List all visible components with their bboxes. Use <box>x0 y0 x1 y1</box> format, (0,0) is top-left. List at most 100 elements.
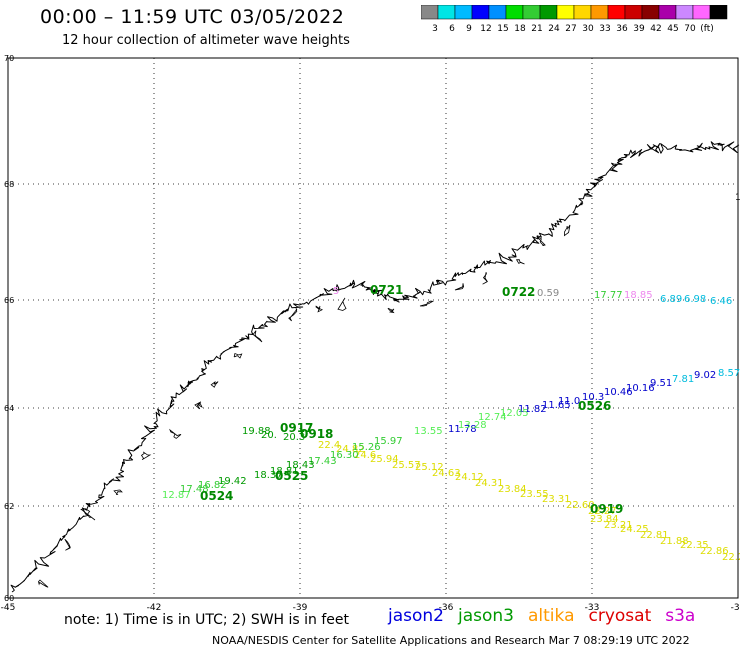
wave-height-label: 25.12 <box>415 462 444 473</box>
lat-tick-label: 66 <box>4 296 14 305</box>
colorbar-label: 15 <box>497 24 508 34</box>
colorbar-label: 42 <box>650 24 661 34</box>
coastline-path <box>10 141 740 593</box>
wave-height-label: 11.78 <box>448 424 477 435</box>
wave-height-colorbar: 3 6 9 12 15 18 21 24 27 30 33 36 39 42 45 70 (ft) <box>421 5 728 34</box>
wave-height-label: 17.43 <box>308 456 337 467</box>
wave-height-label: 8.57 <box>718 368 740 379</box>
greenland-coastline <box>10 141 740 593</box>
wave-height-label: 10.3 <box>582 392 604 403</box>
wave-height-label: 24.25 <box>620 524 649 535</box>
units-note: note: 1) Time is in UTC; 2) SWH is in fe… <box>64 612 350 628</box>
wave-height-label: 25.94 <box>370 454 399 465</box>
wave-height-label: 23.21 <box>604 520 633 531</box>
wave-height-label: 24.31 <box>475 478 504 489</box>
wave-height-label: 22.86 <box>700 546 729 557</box>
wave-height-label: 6.98 <box>684 294 706 305</box>
legend-cryosat: cryosat <box>588 606 652 626</box>
colorbar-label: 30 <box>582 24 594 34</box>
colorbar-label: 12 <box>480 24 491 34</box>
wave-height-label: 23.84 <box>498 484 527 495</box>
island-outline <box>64 538 71 551</box>
wave-height-label: 23.55 <box>520 489 549 500</box>
wave-height-label: 20.3 <box>283 432 305 443</box>
wave-height-label: 11.82 <box>518 404 547 415</box>
island-outline <box>563 224 571 237</box>
footer-credit: NOAA/NESDIS Center for Satellite Applica… <box>212 634 690 647</box>
track-time-label: 0525 <box>275 469 308 483</box>
island-outline <box>251 330 263 343</box>
wave-height-label: 6.46 <box>710 296 732 307</box>
wave-height-label: 12.87 <box>162 490 191 501</box>
wave-height-label: 19.88 <box>242 426 271 437</box>
wave-height-label: 24.63 <box>432 468 461 479</box>
lon-tick-label: -30 <box>731 603 740 613</box>
wave-height-label: 19.42 <box>218 476 247 487</box>
wave-height-label: 16.30 <box>330 450 359 461</box>
colorbar-label: 9 <box>466 24 472 34</box>
island-outline <box>515 259 525 265</box>
wave-height-label: 22.35 <box>680 540 709 551</box>
wave-height-label: 24.6 <box>354 450 376 461</box>
legend-altika: altika <box>528 606 575 626</box>
island-outline <box>387 307 395 314</box>
island-outline <box>169 428 182 439</box>
colorbar-label: 70 <box>684 24 696 34</box>
lat-tick-label: 64 <box>4 404 14 413</box>
wave-height-label: 18.37 <box>254 470 283 481</box>
wave-height-label: 17.48 <box>180 484 209 495</box>
colorbar-label: 33 <box>599 24 610 34</box>
wave-height-label: 7.81 <box>672 374 694 385</box>
wave-height-label: 18.43 <box>286 460 315 471</box>
island-outline <box>482 272 488 285</box>
island-outline <box>233 352 243 359</box>
wave-height-label: 23.84 <box>590 514 619 525</box>
wave-height-label: 12.74 <box>478 412 507 423</box>
lat-tick-label: 60 <box>4 594 14 603</box>
track-time-label: 0721 <box>370 283 403 297</box>
island-outline <box>288 308 298 322</box>
legend-jason2: jason2 <box>388 606 444 626</box>
lat-tick-label: 70 <box>4 54 14 63</box>
wave-height-label: 9.51 <box>650 378 672 389</box>
wave-height-label: 11.0 <box>558 396 580 407</box>
wave-height-label: 10.16 <box>626 383 655 394</box>
colorbar-swatch <box>709 5 728 20</box>
colorbar-label: 18 <box>514 24 526 34</box>
colorbar-label: 39 <box>633 24 645 34</box>
lat-lon-grid <box>7 57 739 599</box>
wave-height-label: 11.65 <box>542 400 571 411</box>
lat-tick-label: 68 <box>4 180 14 189</box>
map-subtitle: 12 hour collection of altimeter wave hei… <box>62 33 350 48</box>
wave-height-label: 18.85 <box>624 290 653 301</box>
island-outline <box>140 451 152 461</box>
island-outline <box>38 579 49 588</box>
track-time-label: 0524 <box>200 489 233 503</box>
track-time-label: 0526 <box>578 399 611 413</box>
island-outline <box>454 283 465 291</box>
wave-height-label: 6.89 <box>660 294 682 305</box>
lat-tick-label: 62 <box>4 502 14 511</box>
wave-height-label: 22.60 <box>566 500 595 511</box>
axis-ticks: -45 -42 -39 -36 -33 -30 70 68 66 64 62 60 1 <box>1 54 740 613</box>
island-outline <box>194 401 203 410</box>
island-outline <box>315 305 324 313</box>
island-outline <box>337 297 347 311</box>
wave-height-label: 24.12 <box>455 472 484 483</box>
colorbar-label: 3 <box>432 24 438 34</box>
wave-height-label: 15.26 <box>352 442 381 453</box>
colorbar-label: 27 <box>565 24 576 34</box>
legend-s3a: s3a <box>665 606 696 626</box>
wave-height-label: 22.27 <box>588 506 617 517</box>
satellite-legend: jason2 jason3 altika cryosat s3a <box>388 606 709 626</box>
wave-height-label: 23.31 <box>542 494 571 505</box>
colorbar-label: 36 <box>616 24 628 34</box>
wave-height-label: 20. <box>261 430 277 441</box>
lon-tick-label: -33 <box>585 603 600 613</box>
wave-height-label: 13.55 <box>414 426 443 437</box>
island-outline <box>210 380 219 388</box>
lon-tick-label: -36 <box>439 603 454 613</box>
wave-height-label: 5 <box>333 286 339 297</box>
stray-label: 1 <box>735 193 740 203</box>
legend-jason3: jason3 <box>458 606 514 626</box>
